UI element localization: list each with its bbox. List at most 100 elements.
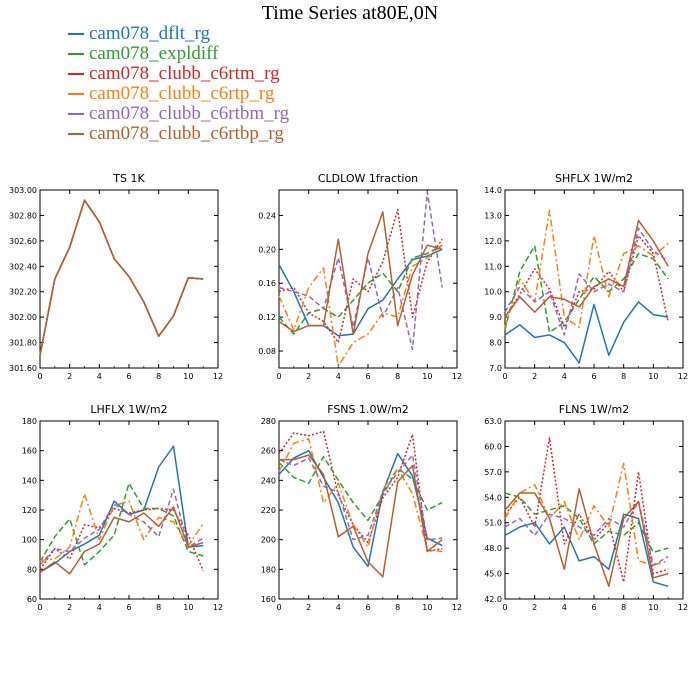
legend-label: cam078_clubb_c6rtbp_rg <box>89 123 284 144</box>
x-tick-label: 4 <box>97 603 102 612</box>
x-tick-label: 10 <box>183 603 193 612</box>
y-tick-label: 10.0 <box>484 288 502 297</box>
x-tick-label: 0 <box>502 603 507 612</box>
x-tick-label: 6 <box>591 372 596 381</box>
x-tick-label: 8 <box>395 372 400 381</box>
x-tick-label: 8 <box>621 603 626 612</box>
x-tick-label: 2 <box>532 372 537 381</box>
x-tick-label: 6 <box>591 603 596 612</box>
y-tick-label: 0.16 <box>258 279 276 288</box>
y-tick-label: 240 <box>261 476 276 485</box>
y-tick-label: 57.0 <box>484 468 502 477</box>
y-tick-label: 0.12 <box>258 313 276 322</box>
y-tick-label: 180 <box>22 417 37 426</box>
y-tick-label: 303.00 <box>9 186 37 195</box>
chart-title: TS 1K <box>112 172 145 185</box>
y-tick-label: 302.80 <box>9 211 37 220</box>
y-tick-label: 8.0 <box>489 339 502 348</box>
y-tick-label: 42.0 <box>484 595 502 604</box>
x-tick-label: 2 <box>306 372 311 381</box>
x-tick-label: 6 <box>126 603 131 612</box>
legend-swatch <box>68 93 84 95</box>
series-line <box>39 199 204 356</box>
chart-panel: TS 1K 0 2 4 6 8 10 12 301.60 301.80 302.00 302.20 30… <box>9 172 223 381</box>
y-tick-label: 100 <box>22 536 37 545</box>
x-tick-label: 4 <box>336 603 341 612</box>
series-line <box>504 219 669 318</box>
y-tick-label: 301.60 <box>9 364 37 373</box>
series-line <box>39 488 204 566</box>
chart-panel: FLNS 1W/m2 0 2 4 6 8 10 12 42.0 45.0 48.0 51.0 54.0 5… <box>484 403 688 612</box>
series-line <box>278 449 443 568</box>
x-tick-label: 4 <box>562 372 567 381</box>
x-tick-label: 0 <box>502 372 507 381</box>
y-tick-label: 12.0 <box>484 237 502 246</box>
series-line <box>278 244 443 335</box>
y-tick-label: 302.20 <box>9 288 37 297</box>
series-line <box>39 199 204 356</box>
chart-panel: CLDLOW 1fraction 0 2 4 6 8 10 12 0.08 0.12 0.16 0.2… <box>258 172 462 381</box>
chart-panel: LHFLX 1W/m2 0 2 4 6 8 10 12 60 80 100 120 140 160 180 <box>22 403 223 612</box>
series-line <box>39 199 204 356</box>
legend-label: cam078_clubb_c6rtbm_rg <box>89 103 290 124</box>
series-line <box>39 506 204 575</box>
y-tick-label: 302.00 <box>9 313 37 322</box>
x-tick-label: 10 <box>648 372 658 381</box>
series-line <box>504 245 669 334</box>
legend-swatch <box>68 73 84 75</box>
y-tick-label: 14.0 <box>484 186 502 195</box>
series-line <box>278 211 443 335</box>
page-title: Time Series at80E,0N <box>261 2 439 24</box>
chart-title: FSNS 1.0W/m2 <box>327 403 409 416</box>
legend-label: cam078_dflt_rg <box>89 23 211 44</box>
x-tick-label: 0 <box>276 372 281 381</box>
chart-panel: FSNS 1.0W/m2 0 2 4 6 8 10 12 160 180 200 220 240 260 2… <box>261 403 462 612</box>
series-line <box>504 488 669 588</box>
x-tick-label: 6 <box>365 372 370 381</box>
x-tick-label: 10 <box>648 603 658 612</box>
y-tick-label: 302.40 <box>9 262 37 271</box>
legend-label: cam078_clubb_c6rtp_rg <box>89 83 275 104</box>
x-tick-label: 12 <box>678 603 688 612</box>
series-line <box>39 199 204 356</box>
x-tick-label: 0 <box>37 372 42 381</box>
chart-title: LHFLX 1W/m2 <box>90 403 167 416</box>
y-tick-label: 140 <box>22 476 37 485</box>
x-tick-label: 12 <box>213 372 223 381</box>
legend-label: cam078_clubb_c6rtm_rg <box>89 63 280 84</box>
y-tick-label: 160 <box>261 595 276 604</box>
x-tick-label: 0 <box>37 603 42 612</box>
legend-swatch <box>68 33 84 35</box>
series-line <box>504 227 669 336</box>
x-tick-label: 4 <box>336 372 341 381</box>
y-tick-label: 60.0 <box>484 442 502 451</box>
series-line <box>278 244 443 368</box>
series-line <box>504 437 669 583</box>
y-tick-label: 60 <box>27 595 37 604</box>
x-tick-label: 12 <box>678 372 688 381</box>
y-tick-label: 45.0 <box>484 570 502 579</box>
series-line <box>278 454 443 541</box>
x-tick-label: 8 <box>156 603 161 612</box>
y-tick-label: 51.0 <box>484 519 502 528</box>
legend-label: cam078_expldiff <box>89 43 219 64</box>
x-tick-label: 10 <box>183 372 193 381</box>
chart-title: FLNS 1W/m2 <box>559 403 629 416</box>
y-tick-label: 63.0 <box>484 417 502 426</box>
x-tick-label: 6 <box>365 603 370 612</box>
plot-frame <box>39 189 219 369</box>
x-tick-label: 8 <box>395 603 400 612</box>
series-line <box>39 199 204 356</box>
y-tick-label: 120 <box>22 506 37 515</box>
legend-swatch <box>68 113 84 115</box>
legend-swatch <box>68 133 84 135</box>
y-tick-label: 200 <box>261 536 276 545</box>
x-tick-label: 4 <box>562 603 567 612</box>
x-tick-label: 2 <box>67 603 72 612</box>
series-line <box>504 235 669 329</box>
chart-title: SHFLX 1W/m2 <box>555 172 633 185</box>
x-tick-label: 6 <box>126 372 131 381</box>
y-tick-label: 220 <box>261 506 276 515</box>
series-line <box>278 190 443 351</box>
